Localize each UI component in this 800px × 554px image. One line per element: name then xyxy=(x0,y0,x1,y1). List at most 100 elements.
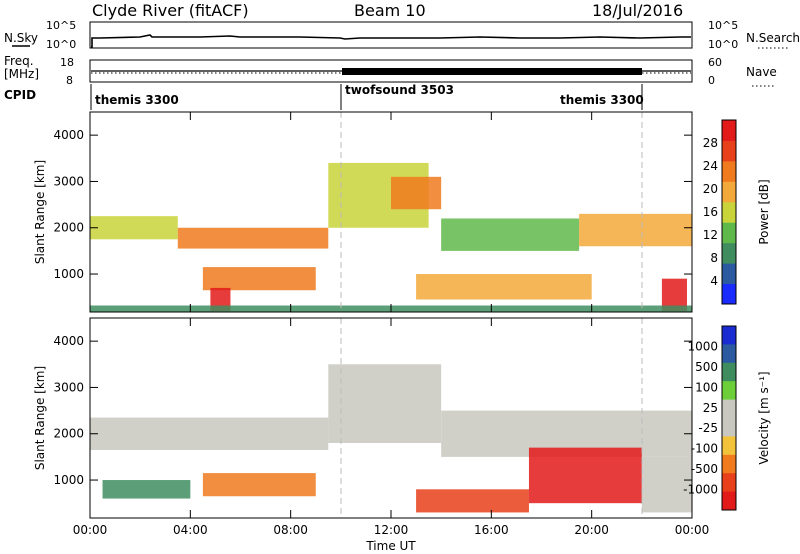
y-tick-label: 1000 xyxy=(53,473,84,487)
colorbar-swatch xyxy=(722,201,736,223)
nave-top-tick: 60 xyxy=(708,56,722,69)
y-tick-label: 2000 xyxy=(53,427,84,441)
y-tick-label: 3000 xyxy=(53,380,84,394)
power-x-tick-marks xyxy=(89,112,693,312)
data-region-1 xyxy=(328,364,442,443)
y-tick-label: 4000 xyxy=(53,128,84,142)
velocity-colorbar-label: Velocity [m s⁻¹] xyxy=(757,371,771,464)
freq-label-2: [MHz] xyxy=(4,67,39,81)
data-region-6 xyxy=(202,267,316,291)
velocity-colorbar: 1000 500 100 25 -25 -100 -500 -1000 xyxy=(683,325,737,511)
y-tick-label: 3000 xyxy=(53,174,84,188)
colorbar-tick-label: 1000 xyxy=(687,339,718,353)
velocity-y-axis-label: Slant Range [km] xyxy=(33,366,47,470)
colorbar-tick-label: 8 xyxy=(710,251,718,265)
freq-top-tick: 18 xyxy=(60,56,74,69)
colorbar-tick-label: -25 xyxy=(698,421,718,435)
colorbar-tick-label: 12 xyxy=(703,228,718,242)
colorbar-swatch xyxy=(722,399,736,419)
cpid-segment-2: twofsound 3503 xyxy=(345,83,454,97)
colorbar-tick-label: 25 xyxy=(703,401,718,415)
colorbar-tick-label: 500 xyxy=(695,360,718,374)
colorbar-swatch xyxy=(722,140,736,162)
colorbar-swatch xyxy=(722,473,736,493)
cpid-label: CPID xyxy=(4,88,36,102)
cpid-panel: CPID themis 3300 twofsound 3503 themis 3… xyxy=(4,83,644,110)
x-tick-label: 00:00 xyxy=(73,523,108,537)
colorbar-swatch xyxy=(722,242,736,264)
noise-right-bottom-tick: 10^0 xyxy=(708,38,738,51)
colorbar-swatch xyxy=(722,160,736,182)
colorbar-swatch xyxy=(722,344,736,364)
colorbar-swatch xyxy=(722,362,736,382)
nave-bottom-tick: 0 xyxy=(708,74,715,87)
noise-left-bottom-tick: 10^0 xyxy=(46,38,76,51)
colorbar-swatch xyxy=(722,454,736,474)
x-tick-label: 12:00 xyxy=(374,523,409,537)
data-region-4 xyxy=(102,480,191,499)
noise-trace xyxy=(91,34,691,48)
x-axis-label: Time UT xyxy=(365,539,416,553)
site-title: Clyde River (fitACF) xyxy=(92,1,249,20)
noise-panel: N.Sky 10^5 10^0 10^5 10^0 N.Search xyxy=(4,19,800,51)
date-title: 18/Jul/2016 xyxy=(592,1,683,20)
colorbar-tick-label: 24 xyxy=(703,159,718,173)
colorbar-tick-label: 20 xyxy=(703,182,718,196)
colorbar-tick-label: 28 xyxy=(703,136,718,150)
x-tick-label: 00:00 xyxy=(675,523,710,537)
power-y-ticks: 1000 2000 3000 4000 xyxy=(53,128,692,281)
colorbar-tick-label: 100 xyxy=(695,380,718,394)
colorbar-tick-label: 16 xyxy=(703,205,718,219)
data-region-6 xyxy=(528,447,642,504)
data-region-1 xyxy=(177,227,329,249)
cpid-segment-3: themis 3300 xyxy=(560,93,644,107)
colorbar-tick-label: -100 xyxy=(691,442,718,456)
nave-trace-2 xyxy=(342,68,642,75)
y-tick-label: 2000 xyxy=(53,221,84,235)
freq-label-1: Freq. xyxy=(4,54,34,68)
velocity-panel: 1000 2000 3000 4000 00:00 04:00 08:00 12:00 16:… xyxy=(33,317,771,553)
y-tick-label: 1000 xyxy=(53,267,84,281)
colorbar-swatch xyxy=(722,181,736,203)
x-tick-label: 08:00 xyxy=(273,523,308,537)
beam-title: Beam 10 xyxy=(354,1,426,20)
power-panel: 1000 2000 3000 4000 Slant Range [km] 4 8 12 16… xyxy=(33,111,771,313)
data-region-7 xyxy=(641,456,692,513)
data-region-8 xyxy=(416,274,592,300)
colorbar-swatch xyxy=(722,418,736,437)
colorbar-tick-label: 4 xyxy=(710,274,718,288)
power-colorbar-label: Power [dB] xyxy=(757,179,771,244)
data-region-7 xyxy=(210,287,231,312)
data-region-5 xyxy=(579,213,692,247)
colorbar-tick-label: -500 xyxy=(691,462,718,476)
colorbar-swatch xyxy=(722,491,736,511)
noise-right-top-tick: 10^5 xyxy=(708,19,738,32)
x-tick-label: 04:00 xyxy=(173,523,208,537)
cpid-segment-1: themis 3300 xyxy=(95,93,179,107)
colorbar-swatch xyxy=(722,263,736,285)
data-region-4 xyxy=(441,218,580,251)
velocity-regions xyxy=(90,364,692,513)
data-region-3 xyxy=(202,473,316,497)
power-colorbar: 4 8 12 16 20 24 28 xyxy=(703,119,737,305)
freq-bottom-tick: 8 xyxy=(66,74,73,87)
noise-right-label: N.Search xyxy=(746,31,800,45)
data-region-0 xyxy=(90,417,329,450)
y-tick-label: 4000 xyxy=(53,334,84,348)
colorbar-swatch xyxy=(722,381,736,401)
colorbar-swatch xyxy=(722,283,736,305)
nave-label: Nave xyxy=(746,65,777,79)
colorbar-swatch xyxy=(722,120,736,141)
power-y-axis-label: Slant Range [km] xyxy=(33,160,47,264)
freq-panel: Freq. [MHz] 18 8 60 0 Nave xyxy=(4,54,777,87)
data-region-5 xyxy=(416,489,529,513)
colorbar-swatch xyxy=(722,436,736,456)
velocity-x-ticks: 00:00 04:00 08:00 12:00 16:00 20:00 00:00 xyxy=(73,318,710,537)
data-region-0 xyxy=(90,216,178,240)
x-tick-label: 20:00 xyxy=(574,523,609,537)
colorbar-tick-label: -1000 xyxy=(683,483,718,497)
x-tick-label: 16:00 xyxy=(474,523,509,537)
colorbar-swatch xyxy=(722,222,736,244)
velocity-y-ticks: 1000 2000 3000 4000 xyxy=(53,334,692,487)
